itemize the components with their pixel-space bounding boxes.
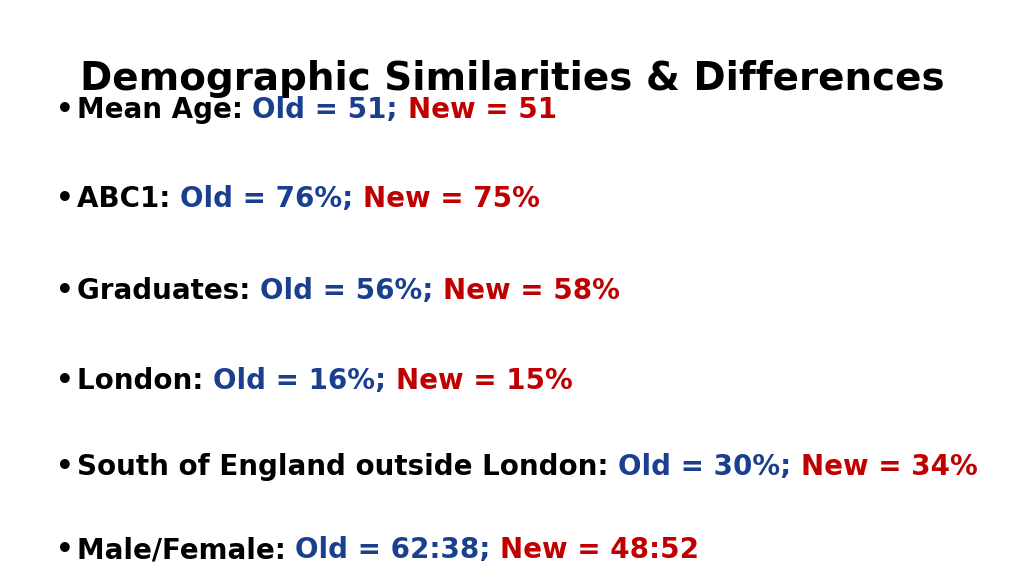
Text: Old = 76%;: Old = 76%; bbox=[180, 185, 362, 213]
Text: •: • bbox=[56, 366, 74, 395]
Text: Old = 56%;: Old = 56%; bbox=[260, 277, 442, 305]
Text: New = 75%: New = 75% bbox=[362, 185, 540, 213]
Text: Old = 62:38;: Old = 62:38; bbox=[295, 536, 501, 564]
Text: •: • bbox=[56, 96, 74, 124]
Text: Demographic Similarities & Differences: Demographic Similarities & Differences bbox=[80, 60, 944, 98]
Text: New = 48:52: New = 48:52 bbox=[501, 536, 699, 564]
Text: •: • bbox=[56, 453, 74, 481]
Text: New = 15%: New = 15% bbox=[395, 366, 572, 395]
Text: London:: London: bbox=[77, 366, 213, 395]
Text: New = 58%: New = 58% bbox=[442, 277, 620, 305]
Text: ABC1:: ABC1: bbox=[77, 185, 180, 213]
Text: •: • bbox=[56, 277, 74, 305]
Text: South of England outside London:: South of England outside London: bbox=[77, 453, 617, 481]
Text: Graduates:: Graduates: bbox=[77, 277, 260, 305]
Text: New = 51: New = 51 bbox=[408, 96, 557, 124]
Text: Old = 16%;: Old = 16%; bbox=[213, 366, 395, 395]
Text: •: • bbox=[56, 185, 74, 213]
Text: Mean Age:: Mean Age: bbox=[77, 96, 253, 124]
Text: •: • bbox=[56, 536, 74, 564]
Text: Old = 30%;: Old = 30%; bbox=[617, 453, 801, 481]
Text: New = 34%: New = 34% bbox=[801, 453, 978, 481]
Text: Male/Female:: Male/Female: bbox=[77, 536, 295, 564]
Text: Old = 51;: Old = 51; bbox=[253, 96, 408, 124]
